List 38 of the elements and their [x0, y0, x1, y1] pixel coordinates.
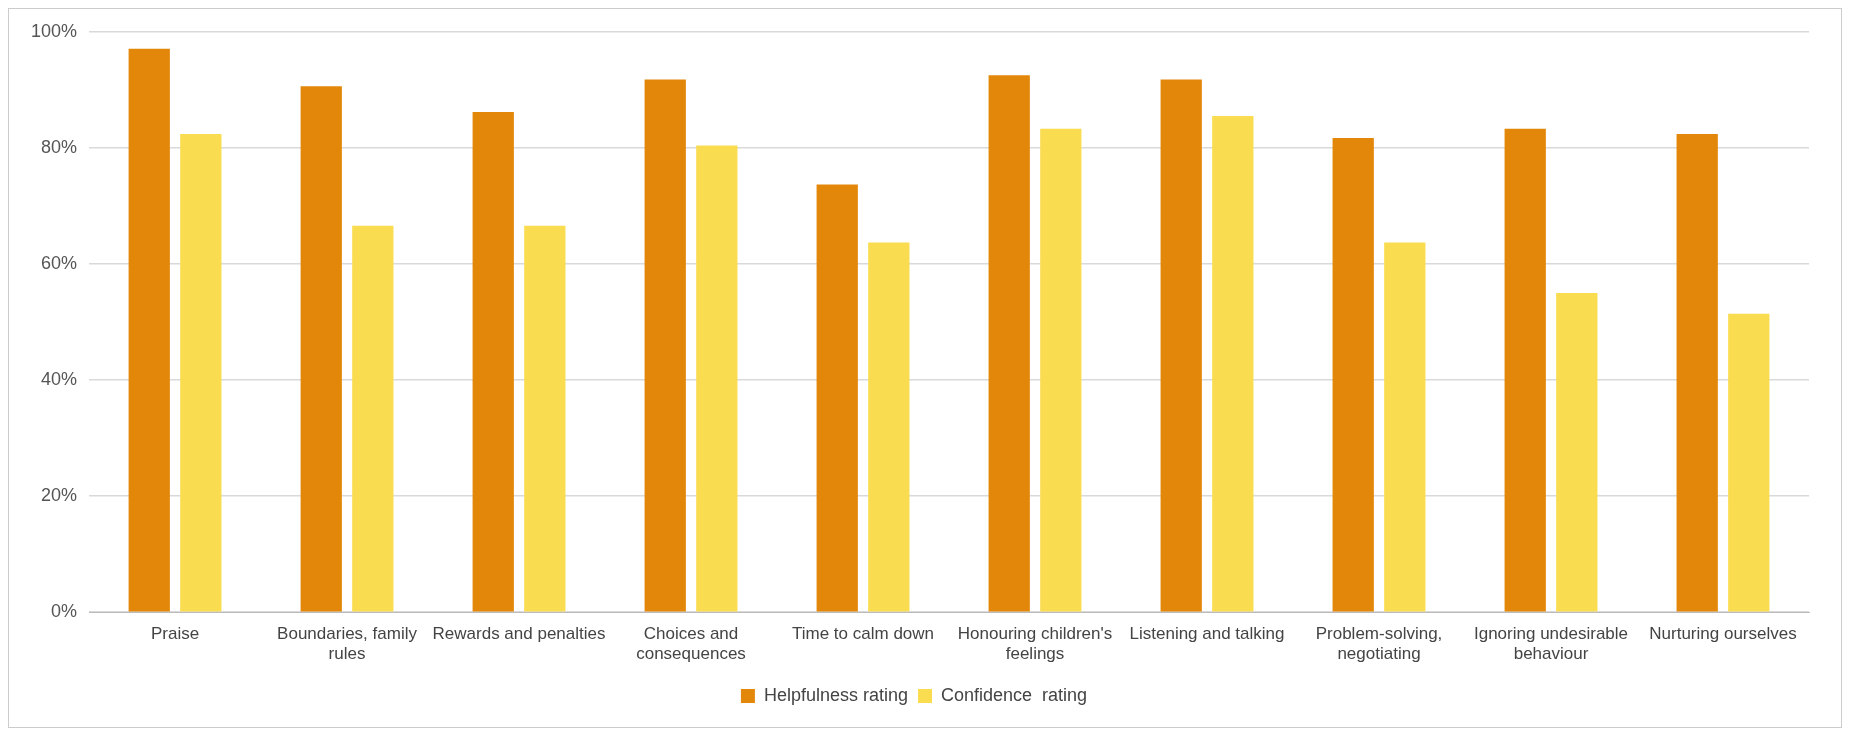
bar [1160, 79, 1202, 612]
bar [300, 86, 342, 612]
x-tick-label: Nurturing ourselves [1649, 624, 1797, 644]
bar [816, 184, 858, 612]
y-tick-label: 60% [41, 252, 78, 273]
bar [180, 133, 222, 612]
bar [1384, 242, 1426, 612]
x-tick-label: Rewards and penalties [432, 624, 606, 644]
x-tick-label: Problem-solving, negotiating [1315, 624, 1443, 664]
bar [352, 225, 394, 612]
bar [128, 48, 170, 612]
bar [1212, 115, 1254, 612]
x-tick-label: Boundaries, family rules [277, 624, 418, 664]
bar [1728, 313, 1770, 612]
x-tick-label: Honouring children's feelings [957, 624, 1113, 664]
x-tick-label: Ignoring undesirable behaviour [1473, 624, 1629, 664]
bar [524, 225, 566, 612]
bar [1040, 128, 1082, 612]
y-tick-label: 100% [30, 20, 78, 41]
x-tick-label: Time to calm down [792, 624, 935, 644]
bar [1676, 133, 1718, 612]
legend-label: Confidence rating [940, 684, 1088, 705]
y-tick-label: 80% [41, 136, 78, 157]
x-tick-label: Praise [150, 624, 200, 644]
bar [1504, 128, 1546, 612]
bar [1332, 138, 1374, 612]
x-tick-label: Choices and consequences [636, 624, 746, 664]
x-tick-label: Listening and talking [1129, 624, 1285, 644]
bar [472, 111, 514, 612]
y-tick-label: 0% [51, 601, 78, 622]
y-tick-label: 20% [41, 485, 78, 506]
legend-label: Helpfulness rating [763, 684, 909, 705]
bar [988, 75, 1030, 612]
bar [868, 242, 910, 612]
bar [644, 79, 686, 612]
y-tick-label: 40% [41, 369, 78, 390]
bar [1556, 292, 1598, 612]
bar [696, 145, 738, 612]
